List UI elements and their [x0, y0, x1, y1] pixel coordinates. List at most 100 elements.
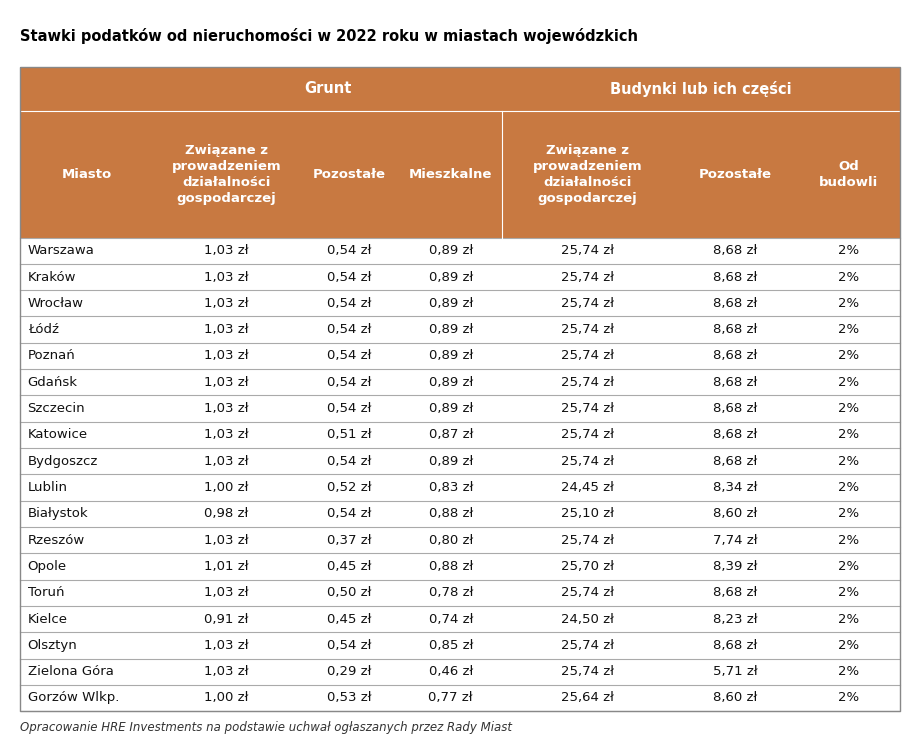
Text: 1,03 zł: 1,03 zł	[204, 586, 248, 599]
Text: 0,54 zł: 0,54 zł	[326, 455, 370, 468]
Text: 5,71 zł: 5,71 zł	[712, 665, 757, 678]
Text: 1,03 zł: 1,03 zł	[204, 455, 248, 468]
Text: 2%: 2%	[837, 270, 858, 284]
Text: Lublin: Lublin	[28, 481, 67, 494]
Bar	[20, 67, 899, 711]
Text: 0,54 zł: 0,54 zł	[326, 297, 370, 310]
Text: 25,74 zł: 25,74 zł	[561, 639, 613, 652]
Text: 8,34 zł: 8,34 zł	[712, 481, 756, 494]
Text: 2%: 2%	[837, 560, 858, 573]
Text: 8,68 zł: 8,68 zł	[712, 323, 756, 336]
Text: Olsztyn: Olsztyn	[28, 639, 77, 652]
Text: 8,68 zł: 8,68 zł	[712, 297, 756, 310]
Text: 0,51 zł: 0,51 zł	[326, 428, 370, 441]
Text: Szczecin: Szczecin	[28, 402, 85, 415]
Text: Gorzów Wlkp.: Gorzów Wlkp.	[28, 692, 119, 704]
Text: 25,74 zł: 25,74 zł	[561, 402, 613, 415]
Text: Grunt: Grunt	[304, 81, 351, 96]
Text: 8,39 zł: 8,39 zł	[712, 560, 756, 573]
Text: Wrocław: Wrocław	[28, 297, 84, 310]
Text: 0,89 zł: 0,89 zł	[428, 244, 472, 257]
Text: 2%: 2%	[837, 639, 858, 652]
Text: 1,03 zł: 1,03 zł	[204, 350, 248, 362]
Text: 8,68 zł: 8,68 zł	[712, 270, 756, 284]
Text: Opole: Opole	[28, 560, 67, 573]
Text: 2%: 2%	[837, 455, 858, 468]
Text: 1,03 zł: 1,03 zł	[204, 270, 248, 284]
Text: 24,50 zł: 24,50 zł	[561, 613, 613, 625]
Text: 2%: 2%	[837, 665, 858, 678]
Text: Bydgoszcz: Bydgoszcz	[28, 455, 97, 468]
Text: 8,68 zł: 8,68 zł	[712, 376, 756, 388]
Text: Kraków: Kraków	[28, 270, 76, 284]
Text: 25,70 zł: 25,70 zł	[561, 560, 613, 573]
Text: 24,45 zł: 24,45 zł	[561, 481, 613, 494]
Text: 1,03 zł: 1,03 zł	[204, 665, 248, 678]
Text: 8,68 zł: 8,68 zł	[712, 639, 756, 652]
Text: 1,03 zł: 1,03 zł	[204, 402, 248, 415]
Text: 0,80 zł: 0,80 zł	[428, 533, 472, 547]
Text: 0,77 zł: 0,77 zł	[428, 692, 472, 704]
Text: 0,85 zł: 0,85 zł	[428, 639, 472, 652]
Text: 8,68 zł: 8,68 zł	[712, 455, 756, 468]
Text: 8,60 zł: 8,60 zł	[712, 507, 756, 521]
Text: Rzeszów: Rzeszów	[28, 533, 85, 547]
Text: 0,89 zł: 0,89 zł	[428, 350, 472, 362]
Text: 0,45 zł: 0,45 zł	[326, 613, 370, 625]
Text: 0,83 zł: 0,83 zł	[428, 481, 472, 494]
Text: 1,03 zł: 1,03 zł	[204, 428, 248, 441]
Text: 25,74 zł: 25,74 zł	[561, 323, 613, 336]
Text: Warszawa: Warszawa	[28, 244, 95, 257]
Text: 1,03 zł: 1,03 zł	[204, 323, 248, 336]
Text: Katowice: Katowice	[28, 428, 87, 441]
Text: 8,23 zł: 8,23 zł	[712, 613, 757, 625]
Text: 0,54 zł: 0,54 zł	[326, 323, 370, 336]
Text: 0,54 zł: 0,54 zł	[326, 639, 370, 652]
Bar	[20, 67, 899, 238]
Text: 2%: 2%	[837, 297, 858, 310]
Text: 0,88 zł: 0,88 zł	[428, 560, 472, 573]
Text: Mieszkalne: Mieszkalne	[409, 167, 492, 181]
Text: Od
budowli: Od budowli	[818, 160, 878, 188]
Text: 0,52 zł: 0,52 zł	[326, 481, 370, 494]
Text: 1,03 zł: 1,03 zł	[204, 639, 248, 652]
Text: 2%: 2%	[837, 402, 858, 415]
Text: 0,89 zł: 0,89 zł	[428, 323, 472, 336]
Text: Miasto: Miasto	[62, 167, 112, 181]
Text: 1,03 zł: 1,03 zł	[204, 376, 248, 388]
Text: 25,64 zł: 25,64 zł	[561, 692, 613, 704]
Text: 25,74 zł: 25,74 zł	[561, 376, 613, 388]
Text: 0,98 zł: 0,98 zł	[204, 507, 248, 521]
Text: 1,01 zł: 1,01 zł	[204, 560, 248, 573]
Text: 0,91 zł: 0,91 zł	[204, 613, 248, 625]
Text: Zielona Góra: Zielona Góra	[28, 665, 113, 678]
Text: 1,00 zł: 1,00 zł	[204, 481, 248, 494]
Text: 8,68 zł: 8,68 zł	[712, 402, 756, 415]
Text: 0,29 zł: 0,29 zł	[326, 665, 370, 678]
Text: 0,53 zł: 0,53 zł	[326, 692, 370, 704]
Text: 2%: 2%	[837, 586, 858, 599]
Text: 0,89 zł: 0,89 zł	[428, 270, 472, 284]
Text: Opracowanie HRE Investments na podstawie uchwał ogłaszanych przez Rady Miast: Opracowanie HRE Investments na podstawie…	[20, 721, 512, 734]
Text: 25,74 zł: 25,74 zł	[561, 533, 613, 547]
Text: Poznań: Poznań	[28, 350, 75, 362]
Text: Pozostałe: Pozostałe	[312, 167, 385, 181]
Text: 8,68 zł: 8,68 zł	[712, 428, 756, 441]
Text: 25,74 zł: 25,74 zł	[561, 244, 613, 257]
Text: 0,37 zł: 0,37 zł	[326, 533, 370, 547]
Text: Gdańsk: Gdańsk	[28, 376, 77, 388]
Text: 1,00 zł: 1,00 zł	[204, 692, 248, 704]
Text: 0,54 zł: 0,54 zł	[326, 350, 370, 362]
Text: Budynki lub ich części: Budynki lub ich części	[609, 81, 790, 97]
Text: 0,54 zł: 0,54 zł	[326, 507, 370, 521]
Text: 0,45 zł: 0,45 zł	[326, 560, 370, 573]
Text: 25,74 zł: 25,74 zł	[561, 428, 613, 441]
Text: 0,54 zł: 0,54 zł	[326, 376, 370, 388]
Text: 0,87 zł: 0,87 zł	[428, 428, 472, 441]
Text: 0,54 zł: 0,54 zł	[326, 402, 370, 415]
Text: 1,03 zł: 1,03 zł	[204, 244, 248, 257]
Text: 1,03 zł: 1,03 zł	[204, 533, 248, 547]
Text: 0,89 zł: 0,89 zł	[428, 402, 472, 415]
Text: 8,60 zł: 8,60 zł	[712, 692, 756, 704]
Text: 25,74 zł: 25,74 zł	[561, 586, 613, 599]
